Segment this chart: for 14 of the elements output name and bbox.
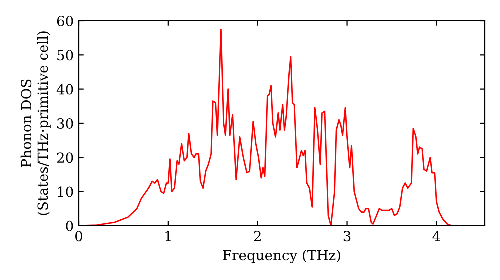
y-axis-title: Phonon DOS (States/THz·primitive cell) [20, 32, 51, 216]
x-tick-label: 3 [344, 231, 351, 242]
y-tick-label: 60 [57, 16, 74, 26]
y-tick-label: 50 [58, 50, 74, 61]
y-tick-label: 0 [66, 220, 74, 232]
y-tick-label: 20 [57, 152, 74, 164]
y-tick-label: 40 [56, 84, 74, 95]
x-tick-label: 2 [254, 231, 261, 242]
x-tick-label: 1 [166, 231, 171, 242]
x-tick-label: 0 [75, 231, 82, 242]
x-tick-label: 4 [432, 231, 440, 242]
y-tick-label: 30 [58, 118, 74, 129]
y-tick-label: 10 [58, 186, 74, 198]
x-axis-title: Frequency (THz) [223, 250, 340, 264]
